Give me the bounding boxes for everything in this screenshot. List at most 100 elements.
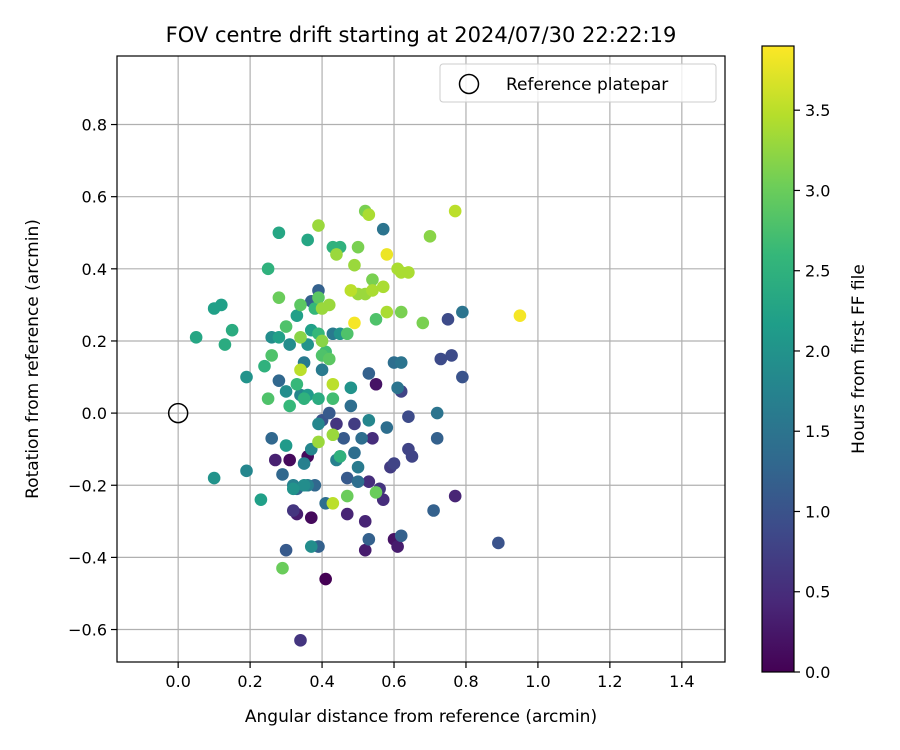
data-point xyxy=(218,338,232,351)
data-point xyxy=(272,331,286,344)
data-point xyxy=(369,313,383,326)
colorbar-tick-label: 0.0 xyxy=(805,663,830,682)
data-point xyxy=(268,453,282,467)
data-point xyxy=(333,450,347,463)
data-point xyxy=(394,305,408,319)
data-point xyxy=(362,208,376,222)
data-point xyxy=(344,284,358,297)
data-point xyxy=(492,536,505,550)
x-tick-label: 0.6 xyxy=(381,672,406,691)
data-point xyxy=(369,377,383,391)
colorbar-tick-label: 1.5 xyxy=(805,422,830,441)
data-point xyxy=(394,356,408,369)
colorbar-tick-label: 2.0 xyxy=(805,342,830,361)
data-point xyxy=(362,414,376,427)
colorbar-tick-label: 3.0 xyxy=(805,181,830,200)
data-point xyxy=(322,406,336,420)
data-point xyxy=(283,399,296,413)
data-point xyxy=(344,399,358,413)
x-tick-label: 1.4 xyxy=(669,672,694,691)
data-point xyxy=(348,417,361,431)
data-point xyxy=(445,349,458,362)
colorbar-tick-label: 0.5 xyxy=(805,583,830,602)
data-point xyxy=(430,432,444,445)
reference-point-marker xyxy=(167,402,189,424)
data-point xyxy=(207,471,221,485)
y-tick-label: 0.6 xyxy=(82,188,107,207)
data-point xyxy=(322,352,336,366)
data-point xyxy=(261,262,275,276)
x-tick-label: 0.4 xyxy=(309,672,334,691)
data-point xyxy=(380,305,394,319)
data-point xyxy=(394,529,408,543)
data-point xyxy=(366,432,379,445)
data-point xyxy=(351,460,365,474)
y-tick-label: −0.6 xyxy=(68,621,107,640)
legend-marker xyxy=(458,73,480,95)
data-point xyxy=(312,291,325,304)
data-point xyxy=(276,468,289,481)
data-point xyxy=(319,572,332,586)
data-point xyxy=(326,377,340,391)
data-point xyxy=(286,504,300,517)
data-point xyxy=(254,493,268,506)
data-point xyxy=(276,561,289,575)
data-point xyxy=(315,363,329,377)
data-point xyxy=(326,428,340,442)
data-point xyxy=(290,309,304,323)
data-point xyxy=(279,320,293,333)
data-point xyxy=(290,377,304,391)
data-point xyxy=(362,367,376,380)
data-point xyxy=(326,496,340,510)
data-point xyxy=(279,543,293,557)
data-point xyxy=(358,515,372,528)
colorbar-label: Hours from first FF file xyxy=(849,264,869,454)
x-tick-label: 0.2 xyxy=(237,672,262,691)
data-point xyxy=(362,533,376,546)
data-point xyxy=(380,421,394,434)
data-point xyxy=(355,432,368,445)
data-point xyxy=(294,331,307,344)
data-point xyxy=(286,482,300,496)
data-point xyxy=(351,475,365,488)
data-point xyxy=(330,417,343,431)
data-point xyxy=(366,284,379,297)
data-point xyxy=(279,439,293,452)
data-point xyxy=(348,316,361,330)
data-point xyxy=(297,457,311,470)
colorbar xyxy=(761,45,795,673)
legend: Reference platepar xyxy=(439,63,717,103)
data-point xyxy=(207,302,221,315)
data-point xyxy=(315,334,329,348)
data-point xyxy=(416,316,430,330)
plot-frame xyxy=(116,55,726,663)
y-axis-ticks: −0.6 −0.4 −0.2 0.0 0.2 0.4 0.6 0.8 xyxy=(68,116,117,640)
colorbar-tick-label: 1.0 xyxy=(805,502,830,521)
data-point xyxy=(434,352,448,366)
y-tick-label: 0.8 xyxy=(82,116,107,135)
x-tick-label: 1.0 xyxy=(525,672,550,691)
data-point xyxy=(376,280,390,294)
colorbar-tick-label: 2.5 xyxy=(805,262,830,281)
data-point xyxy=(326,392,340,405)
y-axis-label: Rotation from reference (arcmin) xyxy=(23,219,43,499)
data-point xyxy=(272,226,286,240)
data-point xyxy=(265,349,278,362)
data-point xyxy=(340,471,354,485)
grid-lines xyxy=(117,56,725,662)
data-point xyxy=(189,331,203,344)
data-point xyxy=(448,489,462,503)
data-point xyxy=(394,266,408,279)
data-point xyxy=(391,540,404,553)
legend-box xyxy=(439,63,717,103)
y-tick-label: 0.0 xyxy=(82,404,107,423)
chart-title: FOV centre drift starting at 2024/07/30 … xyxy=(166,23,677,47)
data-point xyxy=(448,204,462,218)
data-point xyxy=(301,233,314,247)
data-point xyxy=(351,240,365,254)
data-point xyxy=(258,359,271,373)
data-point xyxy=(430,406,444,420)
data-point xyxy=(304,540,318,553)
data-point xyxy=(283,453,296,467)
